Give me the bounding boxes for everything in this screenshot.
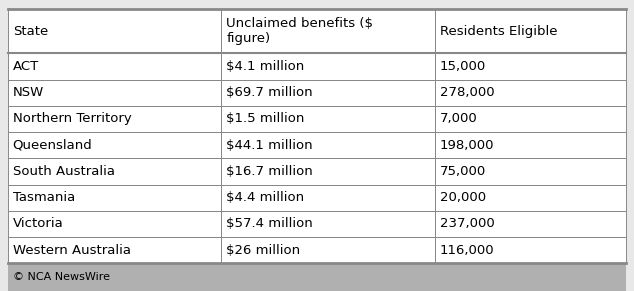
Text: 75,000: 75,000 [439, 165, 486, 178]
Bar [8, 9, 221, 53]
Text: $16.7 million: $16.7 million [226, 165, 313, 178]
Bar [221, 184, 434, 211]
Bar [434, 158, 626, 184]
Text: 278,000: 278,000 [439, 86, 495, 99]
Bar [8, 79, 221, 106]
Bar [434, 132, 626, 158]
Bar [434, 79, 626, 106]
Bar [434, 184, 626, 211]
Text: ACT: ACT [13, 60, 39, 73]
Text: $69.7 million: $69.7 million [226, 86, 313, 99]
Bar [8, 53, 221, 79]
Bar [221, 53, 434, 79]
Text: 116,000: 116,000 [439, 244, 495, 257]
Text: © NCA NewsWire: © NCA NewsWire [13, 272, 110, 282]
Bar [434, 9, 626, 53]
Bar [221, 9, 434, 53]
Bar [221, 79, 434, 106]
Bar [434, 106, 626, 132]
Text: State: State [13, 24, 48, 38]
Text: NSW: NSW [13, 86, 44, 99]
Bar [221, 237, 434, 263]
Text: 20,000: 20,000 [439, 191, 486, 204]
Bar [8, 237, 221, 263]
Text: Tasmania: Tasmania [13, 191, 75, 204]
Text: Northern Territory: Northern Territory [13, 112, 131, 125]
Bar [434, 211, 626, 237]
Bar [8, 132, 221, 158]
Text: 15,000: 15,000 [439, 60, 486, 73]
Text: 198,000: 198,000 [439, 139, 494, 152]
Bar [8, 184, 221, 211]
Bar [8, 211, 221, 237]
Text: 7,000: 7,000 [439, 112, 477, 125]
Text: South Australia: South Australia [13, 165, 115, 178]
Text: Western Australia: Western Australia [13, 244, 131, 257]
Text: $1.5 million: $1.5 million [226, 112, 304, 125]
Bar [8, 158, 221, 184]
Text: 237,000: 237,000 [439, 217, 495, 230]
Text: Victoria: Victoria [13, 217, 63, 230]
Text: $57.4 million: $57.4 million [226, 217, 313, 230]
Text: Queensland: Queensland [13, 139, 93, 152]
Text: $44.1 million: $44.1 million [226, 139, 313, 152]
Bar [221, 158, 434, 184]
Text: $4.4 million: $4.4 million [226, 191, 304, 204]
Bar [221, 211, 434, 237]
Bar [434, 53, 626, 79]
Bar [8, 263, 626, 291]
Text: Residents Eligible: Residents Eligible [439, 24, 557, 38]
Text: $26 million: $26 million [226, 244, 301, 257]
Bar [8, 106, 221, 132]
Bar [221, 106, 434, 132]
Bar [434, 237, 626, 263]
Text: Unclaimed benefits ($
figure): Unclaimed benefits ($ figure) [226, 17, 373, 45]
Bar [221, 132, 434, 158]
Text: $4.1 million: $4.1 million [226, 60, 304, 73]
